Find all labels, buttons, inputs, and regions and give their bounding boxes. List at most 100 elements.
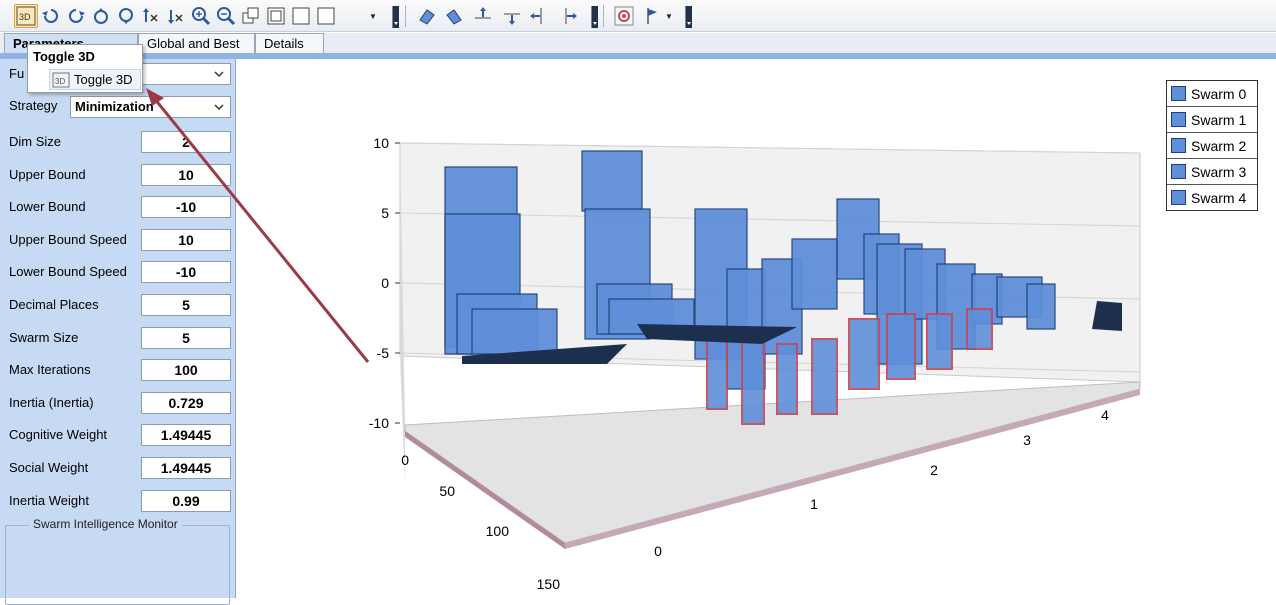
flag-icon[interactable] — [640, 4, 664, 28]
reset-view-icon[interactable] — [612, 4, 636, 28]
legend-item: Swarm 4 — [1167, 185, 1257, 211]
chevron-down-icon[interactable]: ▼ — [665, 11, 673, 21]
x-axis-tick-label: 2 — [930, 462, 938, 478]
depth-axis-tick-label: 150 — [537, 576, 561, 592]
rotate-right-icon[interactable] — [64, 4, 88, 28]
legend-item: Swarm 3 — [1167, 159, 1257, 185]
depth-axis-tick-label: 50 — [439, 483, 455, 499]
legend-label: Swarm 4 — [1191, 190, 1247, 206]
toolbar: 3D ▼ — [0, 0, 1276, 32]
depth-axis-tick-label: 100 — [486, 523, 510, 539]
box-dropdown-icon[interactable] — [314, 4, 340, 28]
swarm-bar-negative — [706, 338, 728, 410]
tab-bar: Parameters Global and Best Details — [0, 33, 1276, 53]
swarm-floor-shadow — [637, 324, 797, 344]
move-left-icon[interactable] — [527, 4, 551, 28]
zoom-in-icon[interactable] — [189, 4, 213, 28]
legend-swatch — [1171, 138, 1186, 153]
param-value-field[interactable]: 1.49445 — [141, 424, 231, 446]
strategy-value: Minimization — [75, 99, 154, 114]
legend-item: Swarm 1 — [1167, 107, 1257, 133]
swarm-monitor-title: Swarm Intelligence Monitor — [29, 517, 182, 531]
tooltip-title: Toggle 3D — [33, 49, 95, 64]
x-axis-tick-label: 4 — [1101, 407, 1109, 423]
move-up-icon[interactable] — [471, 4, 495, 28]
function-label: Fu — [9, 66, 25, 81]
toggle-3d-icon[interactable]: 3D — [14, 4, 38, 28]
param-value-field[interactable]: -10 — [141, 261, 231, 283]
swarm-bar-negative — [966, 308, 993, 350]
chevron-down-icon[interactable]: ▼ — [369, 11, 377, 21]
rotate-x-icon[interactable] — [139, 4, 163, 28]
x-axis-tick-label: 3 — [1023, 432, 1031, 448]
frame-icon[interactable] — [264, 4, 288, 28]
parameters-panel: Fu Strategy Minimization Dim Size 2 Upper … — [0, 59, 236, 605]
swarm-floor-shadow — [1092, 301, 1122, 331]
y-axis-tick-label: 0 — [381, 275, 389, 291]
tab-underline — [0, 53, 1276, 59]
param-value-field[interactable]: -10 — [141, 196, 231, 218]
param-value-field[interactable]: 5 — [141, 294, 231, 316]
param-label: Decimal Places — [9, 297, 99, 312]
param-label: Social Weight — [9, 460, 89, 475]
legend-swatch — [1171, 86, 1186, 101]
swarm-floor-shadow — [462, 344, 627, 364]
move-right-icon[interactable] — [556, 4, 580, 28]
param-label: Upper Bound Speed — [9, 232, 127, 247]
param-value-field[interactable]: 2 — [141, 131, 231, 153]
copy-icon[interactable] — [239, 4, 263, 28]
toolbar-overflow-icon[interactable] — [685, 6, 692, 28]
depth-axis-tick-label: 0 — [401, 452, 409, 468]
param-value-field[interactable]: 10 — [141, 229, 231, 251]
svg-text:3D: 3D — [19, 12, 31, 22]
empty-box-icon[interactable] — [289, 4, 313, 28]
toolbar-overflow-icon[interactable] — [591, 6, 598, 28]
swarm-bar — [581, 150, 643, 212]
param-label: Lower Bound — [9, 199, 86, 214]
y-axis-tick-label: 5 — [381, 205, 389, 221]
perspective-right-icon[interactable] — [442, 4, 466, 28]
param-value-field[interactable]: 0.729 — [141, 392, 231, 414]
param-label: Max Iterations — [9, 362, 91, 377]
swarm-bar — [471, 308, 558, 355]
legend-label: Swarm 0 — [1191, 86, 1247, 102]
chevron-down-icon — [214, 71, 224, 78]
chevron-down-icon — [214, 104, 224, 111]
param-value-field[interactable]: 1.49445 — [141, 457, 231, 479]
tooltip-item-label: Toggle 3D — [74, 72, 133, 87]
swarm-bar-negative — [848, 318, 880, 390]
toolbar-overflow-icon[interactable] — [392, 6, 399, 28]
legend-label: Swarm 2 — [1191, 138, 1247, 154]
perspective-left-icon[interactable] — [415, 4, 439, 28]
legend-swatch — [1171, 112, 1186, 127]
chart-floor — [404, 381, 1141, 544]
swarm-bar — [1026, 283, 1056, 330]
chart-legend: Swarm 0 Swarm 1 Swarm 2 Swarm 3 Swarm 4 — [1166, 80, 1258, 211]
param-value-field[interactable]: 0.99 — [141, 490, 231, 512]
rotate-left-icon[interactable] — [39, 4, 63, 28]
chart-floor-edge-right — [565, 389, 1140, 549]
rotate-down-icon[interactable] — [114, 4, 138, 28]
y-axis-tick-label: 10 — [373, 135, 389, 151]
chart-floor-edge-left — [405, 431, 565, 549]
param-label: Cognitive Weight — [9, 427, 108, 442]
chart-gridline — [399, 212, 1141, 227]
param-value-field[interactable]: 10 — [141, 164, 231, 186]
toolbar-separator — [603, 5, 604, 27]
chart-area[interactable]: 10 5 0 -5 -10 0 50 100 150 0 1 2 3 4 — [237, 59, 1276, 598]
swarm-bar-negative — [741, 338, 765, 425]
zoom-out-icon[interactable] — [214, 4, 238, 28]
move-down-icon[interactable] — [500, 4, 524, 28]
swarm-bar — [791, 238, 838, 310]
tooltip-item-icon-text: 3D — [55, 77, 65, 86]
swarm-bar-negative — [776, 343, 798, 415]
strategy-select[interactable]: Minimization — [70, 96, 231, 118]
tooltip-toggle-3d-item[interactable]: 3D Toggle 3D — [49, 69, 141, 90]
tab-details[interactable]: Details — [255, 33, 324, 53]
rotate-x-reverse-icon[interactable] — [164, 4, 188, 28]
rotate-up-icon[interactable] — [89, 4, 113, 28]
param-value-field[interactable]: 5 — [141, 327, 231, 349]
param-value-field[interactable]: 100 — [141, 359, 231, 381]
tab-global-and-best[interactable]: Global and Best — [138, 33, 255, 53]
